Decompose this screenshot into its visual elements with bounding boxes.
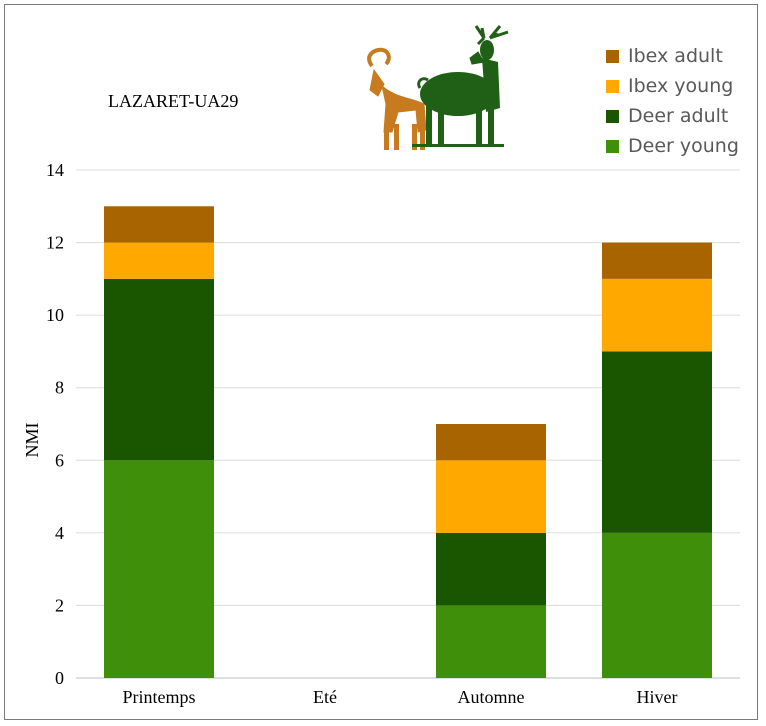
legend-label: Deer young — [628, 135, 739, 157]
legend-swatch — [606, 50, 619, 63]
bar-segment — [104, 278, 214, 461]
y-tick-label: 14 — [46, 160, 64, 180]
y-tick-label: 0 — [55, 668, 64, 688]
bars — [104, 206, 712, 678]
y-tick-labels: 0 2 4 6 8 10 12 14 — [46, 160, 64, 688]
legend-item: Deer adult — [606, 105, 728, 127]
bar-segment — [436, 605, 546, 678]
bar-segment — [436, 532, 546, 606]
bar-segment — [104, 206, 214, 243]
bar-segment — [436, 460, 546, 533]
y-tick-label: 12 — [46, 233, 64, 253]
legend-swatch — [606, 140, 619, 153]
legend-item: Ibex adult — [606, 45, 723, 67]
bar-segment — [602, 242, 712, 279]
legend-item: Ibex young — [606, 75, 733, 97]
bar-segment — [602, 351, 712, 533]
deer-icon — [412, 25, 509, 147]
bar-segment — [436, 424, 546, 461]
bar-segment — [104, 242, 214, 279]
chart-title: LAZARET-UA29 — [108, 91, 238, 111]
legend-swatch — [606, 110, 619, 123]
y-tick-label: 2 — [55, 595, 64, 615]
ibex-icon — [367, 47, 427, 150]
x-tick-labels: Printemps Eté Automne Hiver — [122, 687, 677, 707]
legend: Ibex adult Ibex young Deer adult Deer young — [606, 45, 739, 157]
y-tick-label: 4 — [55, 523, 64, 543]
legend-item: Deer young — [606, 135, 739, 157]
x-tick-label: Printemps — [122, 687, 195, 707]
bar-segment — [602, 278, 712, 352]
legend-label: Ibex young — [628, 75, 733, 97]
y-tick-label: 6 — [55, 450, 64, 470]
legend-swatch — [606, 80, 619, 93]
legend-label: Deer adult — [628, 105, 728, 127]
y-tick-label: 10 — [46, 305, 64, 325]
x-tick-label: Automne — [458, 687, 525, 707]
bar-segment — [104, 460, 214, 678]
y-axis-label: NMI — [22, 422, 42, 457]
bar-segment — [602, 532, 712, 678]
legend-label: Ibex adult — [628, 45, 723, 67]
x-tick-label: Hiver — [637, 687, 678, 707]
y-tick-label: 8 — [55, 378, 64, 398]
x-tick-label: Eté — [313, 687, 337, 707]
